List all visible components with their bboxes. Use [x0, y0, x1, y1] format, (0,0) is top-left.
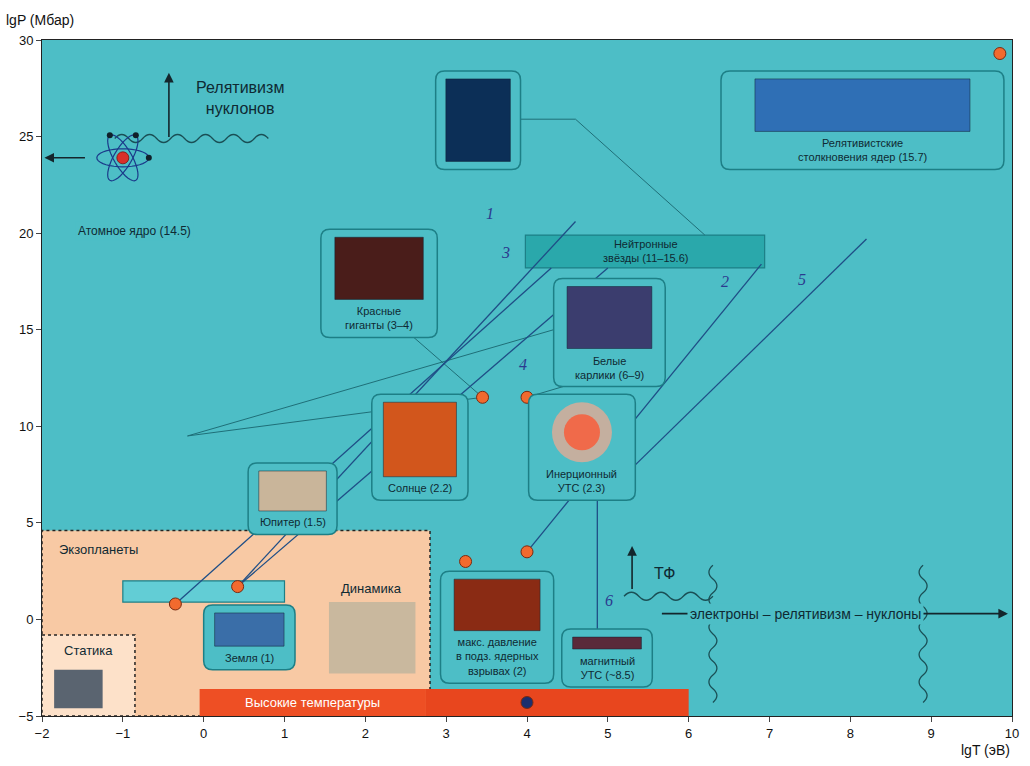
svg-text:5: 5 [798, 271, 806, 288]
svg-text:Статика: Статика [64, 643, 113, 658]
svg-text:30: 30 [19, 33, 33, 48]
svg-text:5: 5 [26, 515, 33, 530]
svg-text:−5: −5 [19, 709, 34, 724]
svg-text:ТФ: ТФ [654, 565, 675, 582]
svg-text:20: 20 [19, 226, 33, 241]
svg-text:−1: −1 [115, 726, 130, 741]
svg-text:Высокие температуры: Высокие температуры [245, 695, 380, 710]
svg-text:10: 10 [19, 419, 33, 434]
svg-text:Солнце (2.2): Солнце (2.2) [388, 482, 452, 494]
svg-text:10: 10 [1005, 726, 1019, 741]
svg-text:15: 15 [19, 322, 33, 337]
svg-text:1: 1 [486, 205, 494, 222]
svg-text:6: 6 [685, 726, 692, 741]
svg-text:3: 3 [443, 726, 450, 741]
svg-text:2: 2 [362, 726, 369, 741]
svg-text:1: 1 [281, 726, 288, 741]
svg-text:0: 0 [200, 726, 207, 741]
svg-text:магнитныйУТС (~8.5): магнитныйУТС (~8.5) [580, 655, 635, 681]
svg-text:Юпитер (1.5): Юпитер (1.5) [260, 516, 326, 528]
svg-text:7: 7 [766, 726, 773, 741]
svg-text:25: 25 [19, 129, 33, 144]
svg-text:6: 6 [605, 592, 613, 609]
svg-text:9: 9 [928, 726, 935, 741]
svg-text:2: 2 [721, 273, 729, 290]
svg-text:Земля (1): Земля (1) [225, 652, 274, 664]
svg-text:Атомное ядро (14.5): Атомное ядро (14.5) [78, 224, 191, 238]
svg-text:Нейтронныезвёзды (11–15.6): Нейтронныезвёзды (11–15.6) [603, 238, 688, 264]
svg-text:Релятивистскиестолкновения яде: Релятивистскиестолкновения ядер (15.7) [798, 137, 927, 163]
svg-text:электроны – релятивизм – нукло: электроны – релятивизм – нуклоны [690, 606, 921, 622]
svg-text:Красныегиганты (3–4): Красныегиганты (3–4) [345, 305, 413, 331]
svg-text:4: 4 [523, 726, 530, 741]
svg-text:ИнерционныйУТС (2.3): ИнерционныйУТС (2.3) [546, 468, 617, 494]
svg-text:Релятивизмнуклонов: Релятивизмнуклонов [196, 79, 284, 117]
svg-text:lgT (эВ): lgT (эВ) [961, 742, 1010, 758]
svg-text:8: 8 [847, 726, 854, 741]
svg-text:0: 0 [26, 612, 33, 627]
svg-text:lgP (Мбар): lgP (Мбар) [6, 12, 74, 28]
svg-text:4: 4 [519, 356, 527, 373]
svg-text:Динамика: Динамика [341, 581, 402, 596]
svg-text:макс. давлениев подз. ядерныхв: макс. давлениев подз. ядерныхвзрывах (2) [456, 636, 539, 677]
svg-text:−2: −2 [35, 726, 50, 741]
svg-text:Белыекарлики (6–9): Белыекарлики (6–9) [575, 355, 644, 381]
svg-text:5: 5 [604, 726, 611, 741]
svg-text:3: 3 [501, 244, 510, 261]
svg-text:Экзопланеты: Экзопланеты [59, 542, 138, 557]
